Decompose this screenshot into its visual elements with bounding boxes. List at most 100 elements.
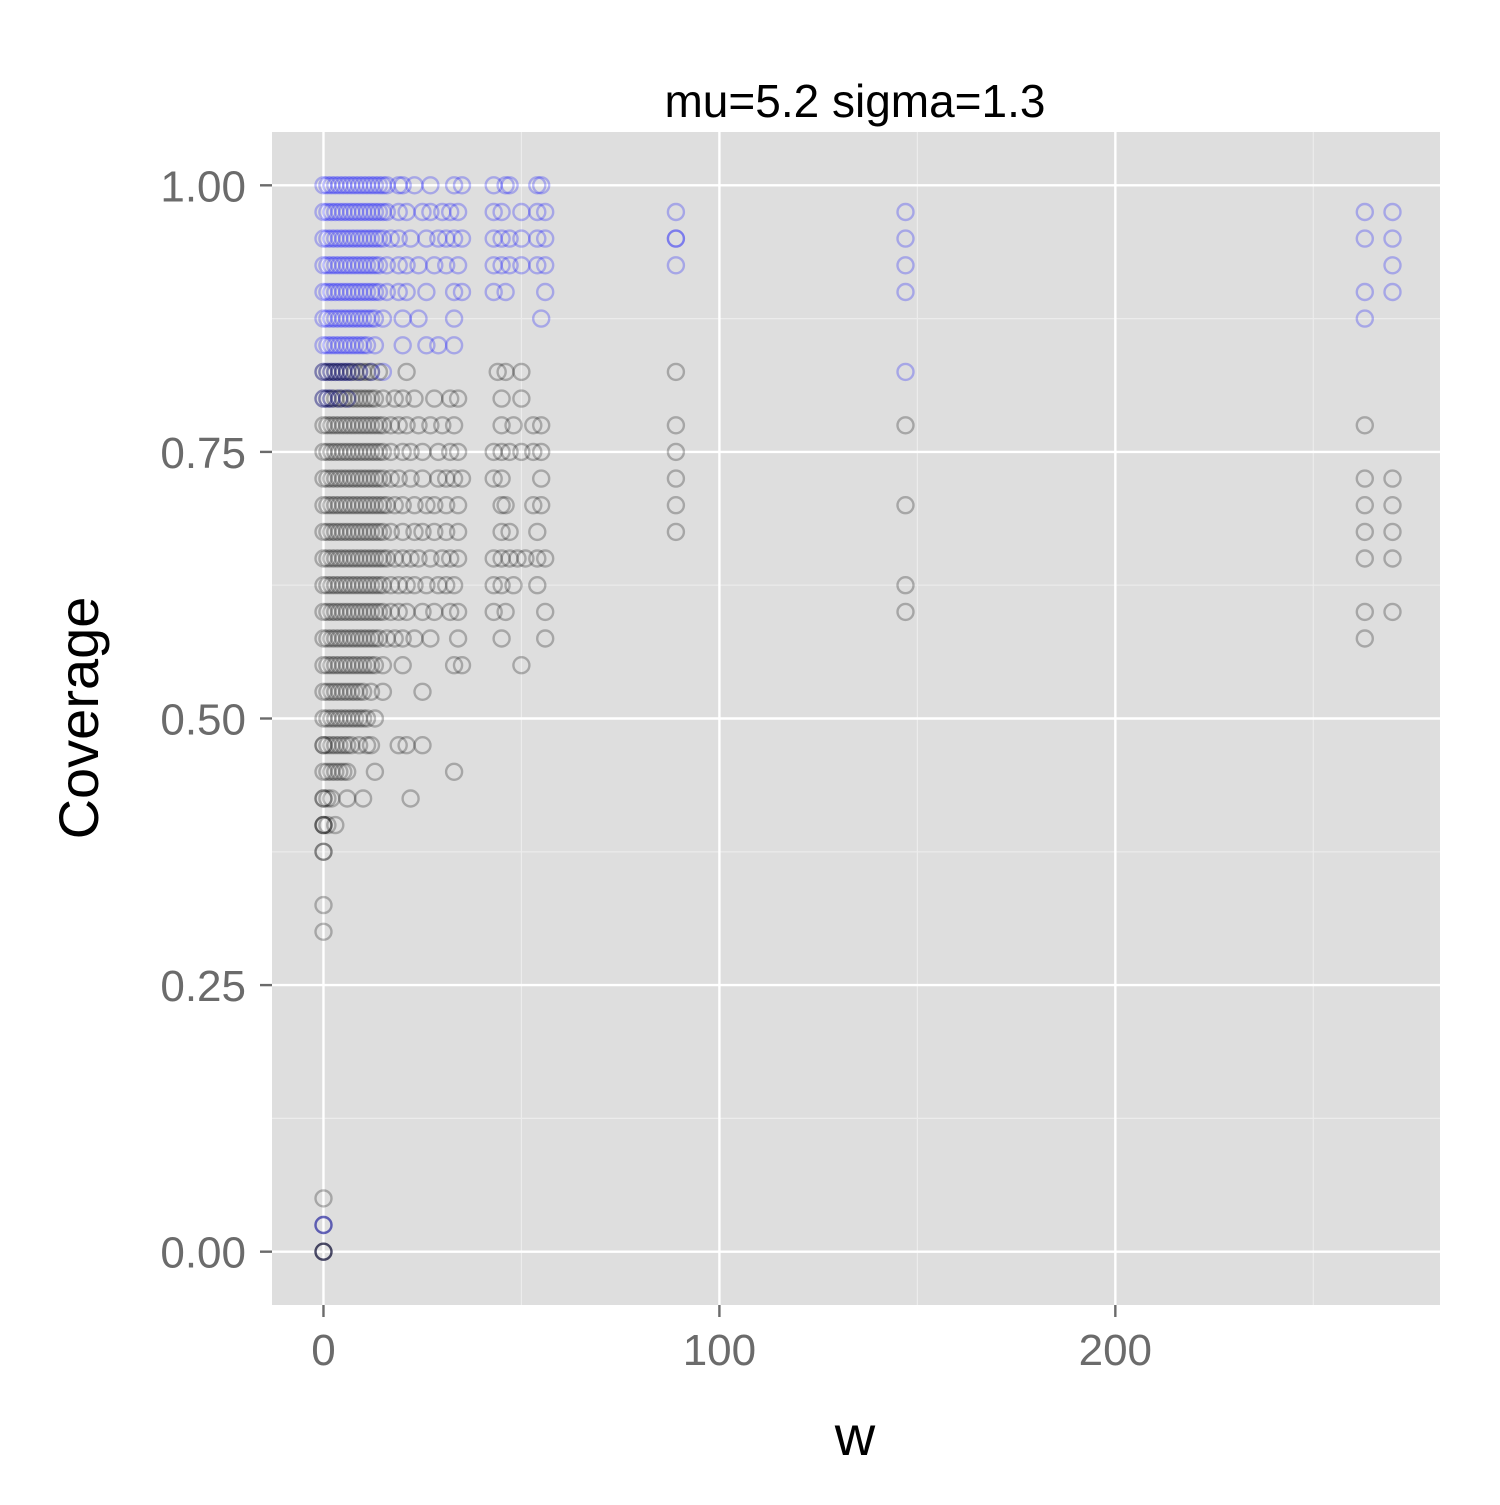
data-point bbox=[353, 389, 373, 408]
x-tick-label: 200 bbox=[1079, 1326, 1152, 1375]
data-point bbox=[413, 442, 432, 462]
data-point bbox=[409, 309, 428, 328]
data-point bbox=[492, 549, 511, 568]
data-point bbox=[318, 629, 337, 648]
data-point bbox=[393, 389, 412, 408]
data-point bbox=[357, 176, 377, 195]
data-point bbox=[338, 522, 357, 542]
data-point bbox=[330, 549, 349, 568]
data-point bbox=[357, 576, 377, 595]
data-point bbox=[326, 496, 345, 515]
data-point bbox=[496, 362, 515, 382]
data-point bbox=[330, 469, 349, 488]
data-point bbox=[322, 602, 341, 622]
data-point bbox=[314, 1242, 333, 1261]
data-point bbox=[389, 416, 408, 435]
data-point bbox=[373, 442, 393, 462]
data-point bbox=[1355, 469, 1375, 488]
data-point bbox=[349, 549, 369, 568]
data-point bbox=[896, 416, 915, 435]
data-point bbox=[377, 629, 396, 648]
data-point bbox=[330, 496, 349, 515]
data-point bbox=[405, 522, 424, 542]
data-point bbox=[345, 229, 365, 248]
data-point bbox=[334, 602, 353, 622]
data-point bbox=[512, 442, 531, 462]
data-point bbox=[528, 522, 547, 542]
data-point bbox=[353, 789, 373, 808]
data-point bbox=[413, 522, 432, 542]
data-point bbox=[338, 629, 357, 648]
data-point bbox=[666, 229, 686, 248]
data-point bbox=[373, 362, 393, 382]
data-point bbox=[322, 176, 341, 195]
data-point bbox=[365, 256, 385, 275]
data-point bbox=[421, 549, 440, 568]
data-point bbox=[345, 682, 365, 701]
data-point bbox=[666, 229, 686, 248]
data-point bbox=[441, 202, 460, 222]
data-point bbox=[330, 442, 349, 462]
data-point bbox=[326, 629, 345, 648]
data-point bbox=[492, 469, 511, 488]
data-point bbox=[381, 522, 400, 542]
data-point bbox=[448, 389, 468, 408]
y-tick-label: 0.25 bbox=[160, 962, 246, 1011]
data-point bbox=[448, 202, 468, 222]
data-point bbox=[373, 522, 393, 542]
data-point bbox=[666, 496, 686, 515]
data-point bbox=[314, 815, 333, 835]
data-point bbox=[318, 336, 337, 355]
data-point bbox=[361, 256, 381, 275]
data-point bbox=[361, 629, 381, 648]
data-point bbox=[365, 229, 385, 248]
data-point bbox=[342, 682, 361, 701]
data-point bbox=[448, 629, 468, 648]
data-point bbox=[361, 602, 381, 622]
data-point bbox=[357, 416, 377, 435]
data-point bbox=[484, 229, 503, 248]
data-point bbox=[353, 416, 373, 435]
data-point bbox=[413, 469, 432, 488]
data-point bbox=[353, 576, 373, 595]
data-point bbox=[349, 576, 369, 595]
data-point bbox=[322, 736, 341, 755]
data-point bbox=[330, 362, 349, 382]
data-point bbox=[318, 389, 337, 408]
data-point bbox=[409, 256, 428, 275]
data-point bbox=[393, 176, 412, 195]
data-point bbox=[532, 416, 551, 435]
data-point bbox=[326, 762, 345, 781]
data-point bbox=[330, 576, 349, 595]
data-point bbox=[433, 416, 452, 435]
data-point bbox=[373, 656, 393, 675]
data-point bbox=[444, 576, 464, 595]
data-point bbox=[369, 229, 389, 248]
data-point bbox=[334, 416, 353, 435]
data-point bbox=[421, 202, 440, 222]
data-point bbox=[365, 709, 385, 728]
data-point bbox=[334, 202, 353, 222]
data-point bbox=[349, 682, 369, 701]
data-point bbox=[357, 736, 377, 755]
data-point bbox=[389, 202, 408, 222]
data-point bbox=[318, 602, 337, 622]
x-tick-label: 100 bbox=[683, 1326, 756, 1375]
data-point bbox=[345, 549, 365, 568]
data-point bbox=[536, 549, 555, 568]
data-point bbox=[342, 176, 361, 195]
data-point bbox=[389, 469, 408, 488]
data-point bbox=[444, 656, 464, 675]
data-point bbox=[342, 496, 361, 515]
data-point bbox=[326, 362, 345, 382]
data-point bbox=[1355, 416, 1375, 435]
data-point bbox=[345, 496, 365, 515]
data-point bbox=[334, 362, 353, 382]
data-point bbox=[314, 282, 333, 302]
data-point bbox=[536, 282, 555, 302]
data-point bbox=[326, 522, 345, 542]
data-point bbox=[349, 282, 369, 302]
data-point bbox=[353, 656, 373, 675]
data-point bbox=[314, 815, 333, 835]
data-point bbox=[441, 549, 460, 568]
